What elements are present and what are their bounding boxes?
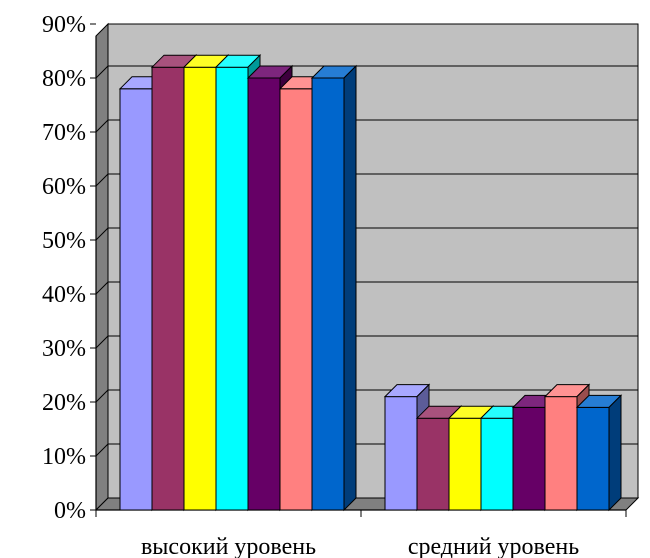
bar-front [576, 406, 610, 511]
y-tick-labels: 0% 10% 20% 30% 40% 50% 60% 70% 80% 90% [42, 12, 86, 524]
bar-front [448, 417, 482, 511]
gridline-elbow [95, 227, 109, 241]
side-wall [95, 22, 109, 512]
x-category-label: высокий уровень [141, 534, 316, 558]
y-tick-label: 30% [42, 336, 86, 362]
gridline-elbow [95, 65, 109, 79]
bar-front [480, 417, 514, 511]
gridline-elbow [95, 443, 109, 457]
bar-front [151, 66, 185, 511]
bar [575, 394, 623, 512]
y-tick-label: 0% [54, 498, 86, 524]
x-category-labels: высокий уровень средний уровень [141, 534, 579, 558]
bar-side [343, 64, 357, 512]
bars [118, 53, 623, 512]
y-tick-label: 10% [42, 444, 86, 470]
gridline-elbow [95, 389, 109, 403]
bar-front [384, 396, 418, 511]
y-tick-label: 20% [42, 390, 86, 416]
bar-front [311, 77, 345, 511]
y-tick-label: 50% [42, 228, 86, 254]
bar-front [183, 66, 217, 511]
y-tick-label: 60% [42, 174, 86, 200]
bar-front [512, 406, 546, 511]
gridline-elbow [95, 281, 109, 295]
x-category-label: средний уровень [408, 534, 579, 558]
bar-front [279, 88, 313, 511]
bar-front [215, 66, 249, 511]
bar-front [247, 77, 281, 511]
y-tick-label: 90% [42, 12, 86, 38]
bar-side [608, 394, 622, 512]
bar-front [119, 88, 153, 511]
gridline-elbow [95, 173, 109, 187]
y-tick-label: 80% [42, 66, 86, 92]
bar [310, 64, 358, 512]
gridline-elbow [95, 119, 109, 133]
bar-front [416, 417, 450, 511]
y-tick-label: 40% [42, 282, 86, 308]
y-tick-label: 70% [42, 120, 86, 146]
gridline-elbow [95, 335, 109, 349]
bar-front [544, 396, 578, 511]
